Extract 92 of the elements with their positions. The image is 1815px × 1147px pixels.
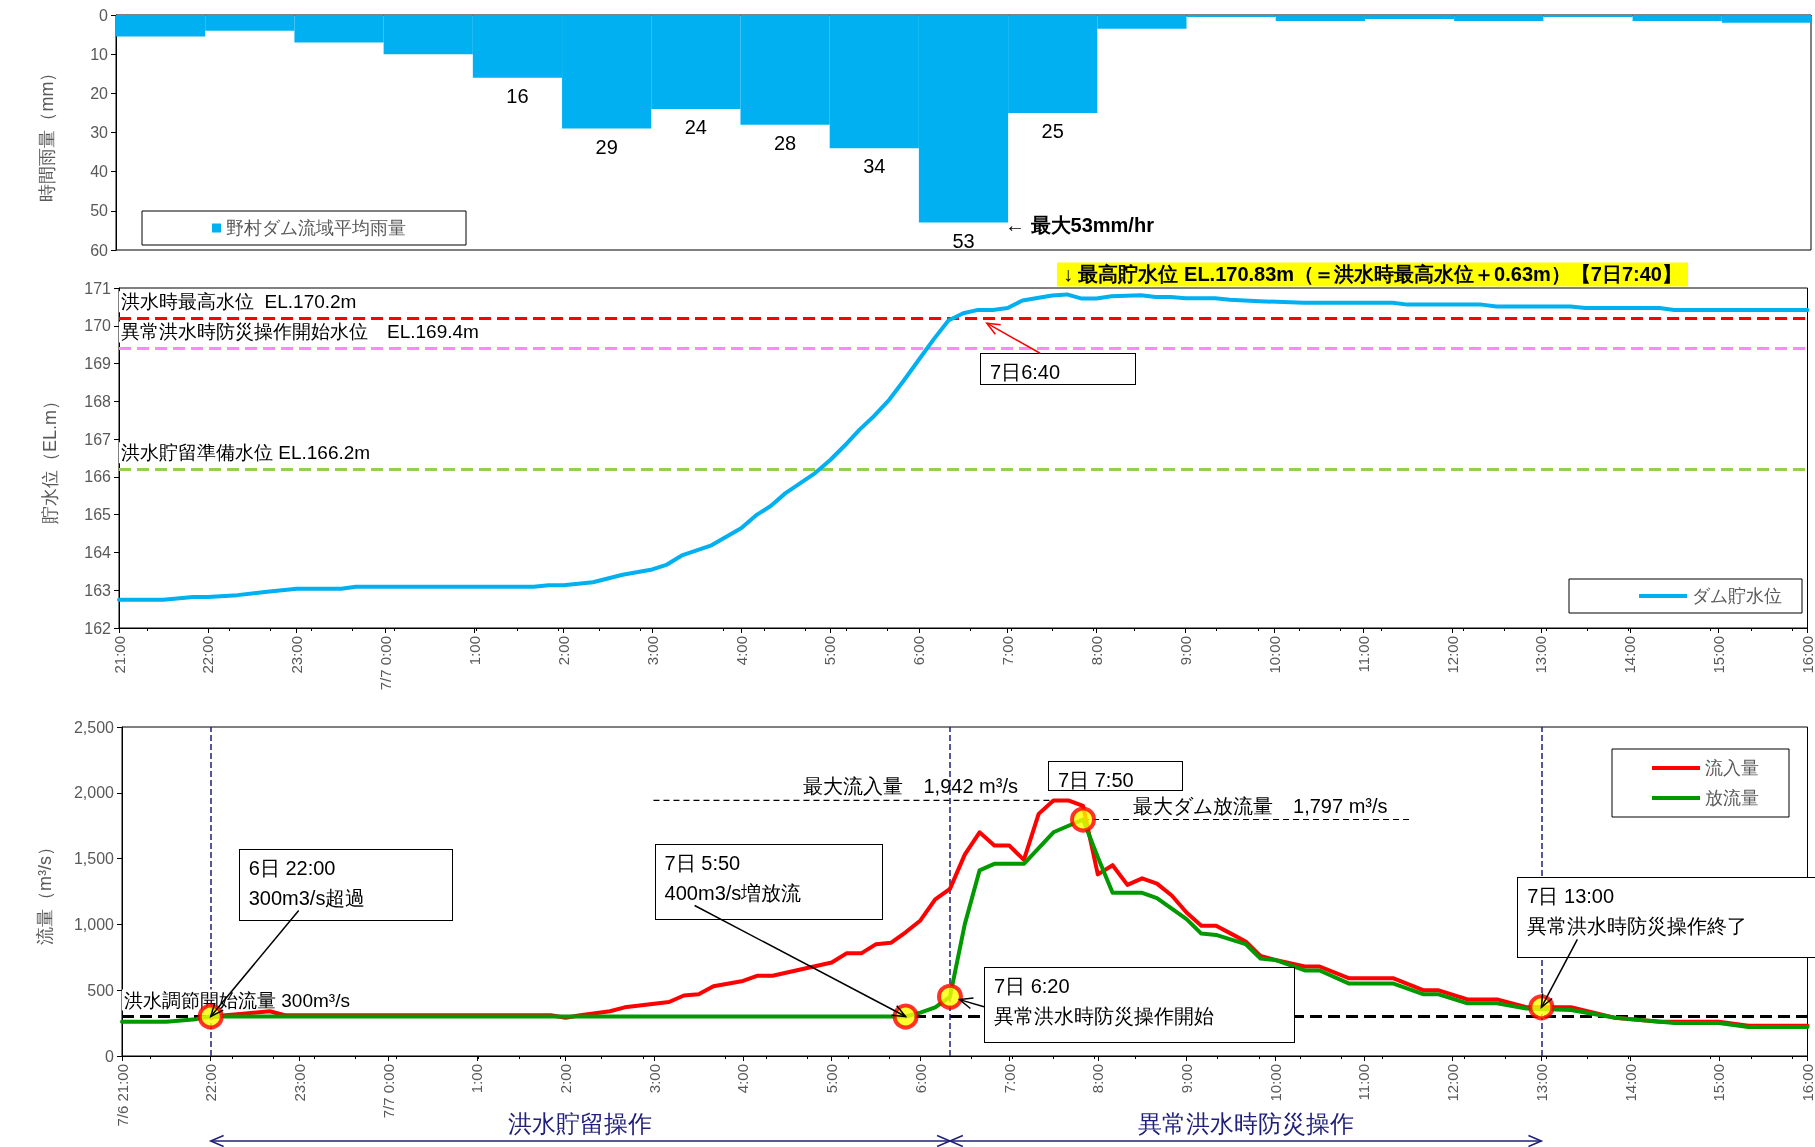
text: 異常洪水時防災操作 (1137, 1109, 1354, 1137)
legend-label: ダム貯水位 (1692, 586, 1782, 606)
annotation: 7日 13:00 異常洪水時防災操作終了 (1527, 884, 1748, 940)
x-tick-label: 11:00 (1354, 636, 1372, 673)
x-tick-label: 5:00 (821, 636, 839, 666)
y-tick-label: 169 (84, 355, 112, 373)
y-tick-label: 20 (90, 84, 109, 102)
y-tick-label: 0 (105, 1047, 115, 1065)
annotation: 最大流入量 1,942 m³/s (803, 775, 1018, 798)
x-tick-label: 7:00 (999, 636, 1017, 666)
y-tick-label: 1,000 (73, 915, 115, 933)
x-tick-label: 23:00 (288, 636, 306, 674)
x-tick-label: 7/7 0:00 (377, 636, 395, 691)
annotation: 7日 7:50 (1058, 767, 1134, 793)
x-tick-label: 21:00 (110, 636, 128, 674)
x-tick-label: 10:00 (1266, 1064, 1284, 1102)
ref-line-label: 洪水貯留準備水位 EL.166.2m (121, 442, 371, 464)
x-tick-label: 3:00 (645, 1064, 663, 1094)
annotation: 7日 5:50 400m3/s増放流 (664, 850, 802, 906)
x-tick-label: 12:00 (1444, 1064, 1462, 1102)
data-label: 29 (595, 135, 618, 158)
x-tick-label: 2:00 (554, 636, 572, 666)
x-tick-label: 9:00 (1178, 1064, 1196, 1094)
y-tick-label: 10 (90, 45, 109, 63)
x-tick-label: 14:00 (1621, 636, 1639, 674)
y-tick-label: 168 (84, 392, 112, 410)
y-tick-label: 40 (90, 163, 109, 181)
annotation: ← 最大53mm/hr (1005, 214, 1155, 236)
y-tick-label: 1,500 (73, 850, 115, 868)
annotation: 7日6:40 (990, 360, 1061, 386)
y-tick-label: 163 (84, 581, 112, 599)
x-tick-label: 15:00 (1710, 636, 1728, 674)
data-label: 28 (773, 131, 797, 154)
legend-label: 野村ダム流域平均雨量 (226, 218, 406, 238)
data-label: 25 (1041, 119, 1064, 142)
x-tick-label: 8:00 (1089, 1064, 1107, 1094)
y-tick-label: 164 (84, 543, 112, 561)
data-label: 24 (684, 116, 707, 138)
y-tick-label: 2,000 (73, 784, 115, 802)
y-axis-title: 貯水位（EL.m） (40, 391, 60, 525)
ref-line-label: 異常洪水時防災操作開始水位 EL.169.4m (121, 321, 479, 343)
data-label: 53 (952, 229, 975, 252)
x-tick-label: 11:00 (1355, 1064, 1373, 1101)
y-tick-label: 0 (99, 6, 109, 24)
x-tick-label: 15:00 (1710, 1064, 1728, 1102)
data-label: 34 (863, 155, 886, 178)
data-label: 16 (506, 84, 529, 107)
x-tick-label: 1:00 (465, 636, 483, 666)
y-tick-label: 30 (90, 124, 109, 141)
annotation: ↓ 最高貯水位 EL.170.83m（＝洪水時最高水位＋0.63m）【7日7:40】 (1062, 263, 1682, 286)
x-tick-label: 14:00 (1621, 1064, 1639, 1102)
x-tick-label: 2:00 (557, 1064, 575, 1094)
x-tick-label: 23:00 (290, 1064, 308, 1102)
x-tick-label: 6:00 (910, 636, 928, 666)
text: 洪水貯留操作 (508, 1109, 653, 1137)
x-tick-label: 22:00 (199, 636, 217, 674)
x-tick-label: 6:00 (911, 1064, 929, 1094)
y-axis-title: 時間雨量（mm） (37, 63, 57, 202)
x-tick-label: 13:00 (1532, 1064, 1550, 1102)
x-tick-label: 4:00 (734, 1064, 752, 1094)
x-tick-label: 4:00 (732, 636, 750, 666)
annotation: 7日 6:20 異常洪水時防災操作開始 (993, 973, 1214, 1029)
y-tick-label: 165 (84, 506, 112, 524)
y-tick-label: 171 (84, 279, 112, 297)
x-tick-label: 16:00 (1799, 1064, 1815, 1102)
y-tick-label: 166 (84, 468, 112, 486)
x-tick-label: 13:00 (1532, 636, 1550, 674)
x-tick-label: 7:00 (1000, 1064, 1018, 1094)
x-tick-label: 8:00 (1088, 636, 1106, 666)
y-tick-label: 167 (84, 430, 112, 448)
x-tick-label: 1:00 (468, 1064, 486, 1094)
y-tick-label: 2,500 (73, 718, 115, 736)
x-tick-label: 9:00 (1176, 636, 1194, 666)
x-tick-label: 3:00 (643, 636, 661, 666)
x-tick-label: 12:00 (1443, 636, 1461, 674)
y-axis-title: 流量（m³/s） (35, 838, 55, 945)
x-tick-label: 7/6 21:00 (113, 1064, 131, 1127)
legend-label: 放流量 (1705, 788, 1759, 808)
y-tick-label: 60 (90, 241, 109, 259)
x-tick-label: 16:00 (1799, 636, 1815, 674)
x-tick-label: 10:00 (1265, 636, 1283, 674)
y-tick-label: 50 (90, 202, 109, 220)
legend-label: 流入量 (1705, 758, 1759, 778)
y-tick-label: 170 (84, 317, 112, 335)
y-tick-label: 500 (87, 981, 115, 999)
x-tick-label: 22:00 (202, 1064, 220, 1102)
annotation: 6日 22:00 300m3/s超過 (248, 855, 366, 911)
x-tick-label: 7/7 0:00 (379, 1064, 397, 1119)
x-tick-label: 5:00 (823, 1064, 841, 1094)
y-tick-label: 162 (84, 619, 112, 637)
ref-line-label: 洪水時最高水位 EL.170.2m (121, 291, 357, 313)
annotation: 最大ダム放流量 1,797 m³/s (1133, 794, 1388, 817)
